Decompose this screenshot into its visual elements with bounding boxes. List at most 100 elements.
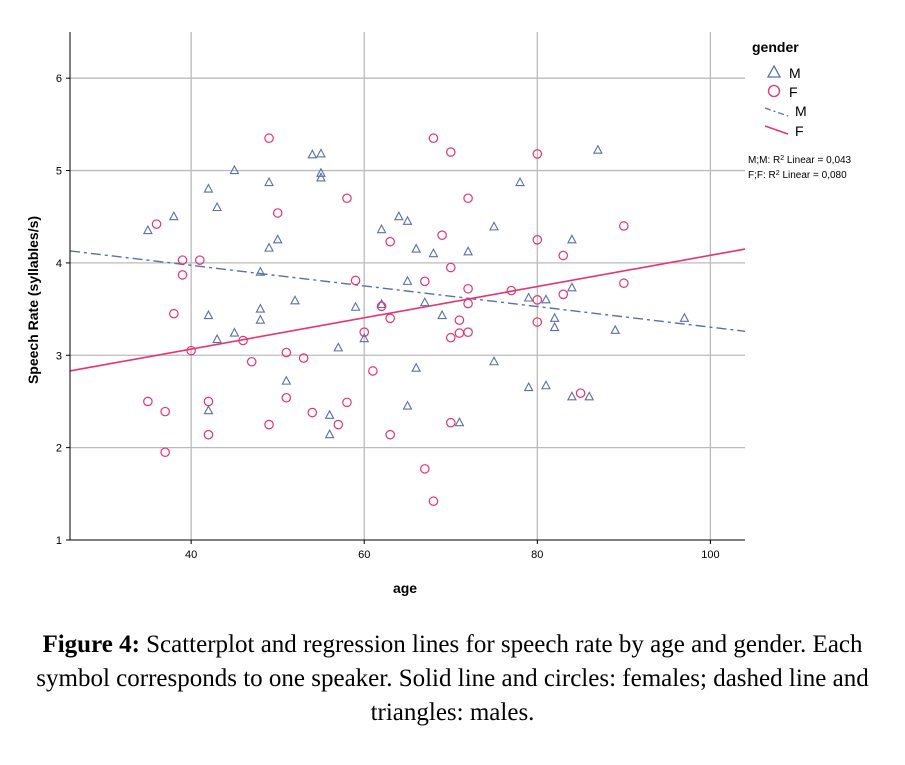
point-m-40	[489, 356, 499, 366]
point-f-23	[350, 275, 361, 286]
point-m-51	[584, 391, 595, 401]
point-f-22	[342, 397, 352, 408]
legend-label-m-marker: M	[789, 65, 801, 81]
point-m-19	[203, 405, 214, 415]
point-f-33	[428, 133, 439, 144]
point-f-7	[195, 255, 205, 265]
point-m-13	[255, 303, 266, 313]
fit-line-f	[69, 248, 746, 372]
point-f-37	[454, 315, 465, 325]
point-f-1	[143, 396, 153, 407]
point-m-33	[419, 296, 430, 307]
point-f-45	[506, 285, 517, 296]
point-f-24	[359, 327, 370, 337]
x-tick-label-80: 80	[531, 549, 543, 561]
point-m-9	[316, 172, 326, 182]
point-f-30	[420, 276, 430, 287]
legend-marker-triangle	[766, 64, 782, 78]
x-tick-label-40: 40	[185, 549, 197, 561]
point-f-27	[385, 236, 395, 247]
y-tick-label-3: 3	[56, 350, 62, 362]
y-tick-label-1: 1	[56, 535, 62, 547]
point-m-28	[393, 211, 404, 221]
point-m-54	[679, 312, 690, 322]
point-f-16	[281, 392, 292, 403]
point-f-36	[445, 262, 456, 273]
point-f-54	[619, 278, 629, 289]
point-f-5	[177, 255, 188, 265]
point-m-31	[428, 248, 439, 258]
point-m-42	[523, 292, 534, 302]
point-f-17	[264, 419, 274, 430]
point-f-44	[463, 193, 473, 204]
point-m-45	[549, 312, 560, 322]
point-m-0	[142, 224, 153, 235]
point-m-43	[523, 381, 534, 392]
point-m-35	[411, 362, 422, 372]
point-f-3	[160, 447, 170, 458]
legend-label-m-line: M	[795, 103, 807, 119]
point-m-47	[541, 380, 551, 390]
legend-line-dashdot	[764, 107, 789, 117]
point-m-4	[212, 201, 223, 212]
legend-label-f-line: F	[795, 123, 804, 139]
point-f-11	[238, 335, 248, 346]
point-m-41	[515, 176, 525, 187]
r-squared-annotations: M;M: R2 Linear = 0,043 F;F: R2 Linear = …	[748, 155, 852, 182]
point-m-7	[316, 148, 326, 158]
point-f-39	[454, 328, 465, 338]
point-m-34	[437, 309, 448, 320]
legend-label-f-marker: F	[789, 84, 798, 100]
point-m-46	[549, 321, 560, 332]
point-f-35	[445, 147, 456, 157]
point-m-11	[264, 242, 274, 252]
point-m-30	[411, 243, 422, 253]
point-f-13	[264, 133, 274, 144]
point-f-20	[333, 419, 344, 430]
point-m-27	[376, 298, 387, 309]
point-f-0	[151, 219, 162, 229]
point-m-37	[454, 417, 465, 427]
point-m-53	[610, 324, 621, 334]
point-f-51	[558, 289, 569, 300]
point-f-47	[532, 235, 543, 245]
y-tick-label-6: 6	[56, 73, 62, 85]
point-f-53	[619, 221, 629, 231]
point-m-14	[255, 314, 266, 324]
caption-label: Figure 4:	[42, 631, 140, 658]
point-m-1	[168, 211, 179, 221]
point-m-3	[229, 164, 240, 175]
point-m-38	[463, 246, 473, 256]
point-f-8	[186, 345, 196, 356]
point-m-16	[229, 327, 240, 337]
point-f-6	[177, 270, 188, 280]
point-m-2	[203, 183, 214, 193]
point-m-22	[333, 342, 344, 352]
point-m-23	[324, 429, 335, 439]
point-f-31	[420, 464, 430, 474]
y-axis-label: Speech Rate (syllables/s)	[25, 216, 41, 384]
point-f-19	[307, 407, 318, 418]
y-tick-label-4: 4	[56, 258, 62, 270]
point-m-50	[567, 391, 577, 401]
point-m-26	[376, 223, 387, 234]
point-f-48	[532, 295, 543, 305]
point-m-52	[592, 144, 603, 154]
point-m-32	[402, 275, 413, 285]
y-tick-label-2: 2	[56, 443, 62, 455]
tick-labels: 1 2 3 4 5 6 40 60 80 100	[56, 73, 720, 561]
axes	[66, 32, 745, 544]
point-f-34	[437, 230, 447, 240]
point-f-9	[203, 396, 214, 407]
x-axis-label: age	[393, 580, 417, 596]
point-m-12	[255, 266, 266, 276]
point-f-43	[445, 417, 456, 428]
figure-caption: Figure 4: Scatterplot and regression lin…	[20, 628, 885, 730]
r2-annotation-male: M;M: R2 Linear = 0,043	[748, 155, 852, 167]
point-f-10	[203, 429, 214, 440]
y-tick-label-5: 5	[56, 166, 62, 178]
legend: gender M F M F	[752, 39, 807, 139]
legend-title: gender	[752, 39, 799, 55]
point-m-25	[350, 301, 361, 311]
point-m-18	[203, 309, 214, 320]
